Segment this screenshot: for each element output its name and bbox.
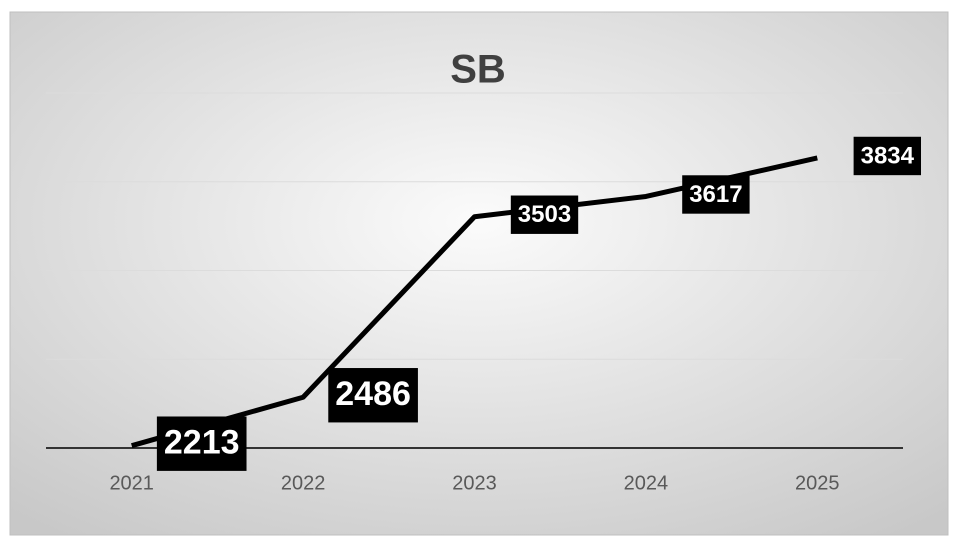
x-tick-label: 2023 — [452, 472, 497, 494]
x-tick-label: 2024 — [624, 472, 669, 494]
data-label: 3503 — [518, 201, 571, 228]
data-label: 2486 — [335, 375, 411, 413]
x-tick-label: 2021 — [109, 472, 154, 494]
data-label: 2213 — [164, 424, 240, 462]
x-tick-label: 2025 — [795, 472, 840, 494]
data-label-box — [682, 175, 750, 214]
data-label-box — [510, 195, 579, 234]
chart-title: SB — [450, 48, 506, 92]
data-label-box — [328, 368, 418, 423]
data-label-box — [156, 416, 247, 471]
data-label: 3834 — [861, 142, 915, 169]
x-tick-label: 2022 — [281, 472, 326, 494]
data-label-box — [853, 136, 921, 176]
data-label: 3617 — [689, 181, 742, 208]
